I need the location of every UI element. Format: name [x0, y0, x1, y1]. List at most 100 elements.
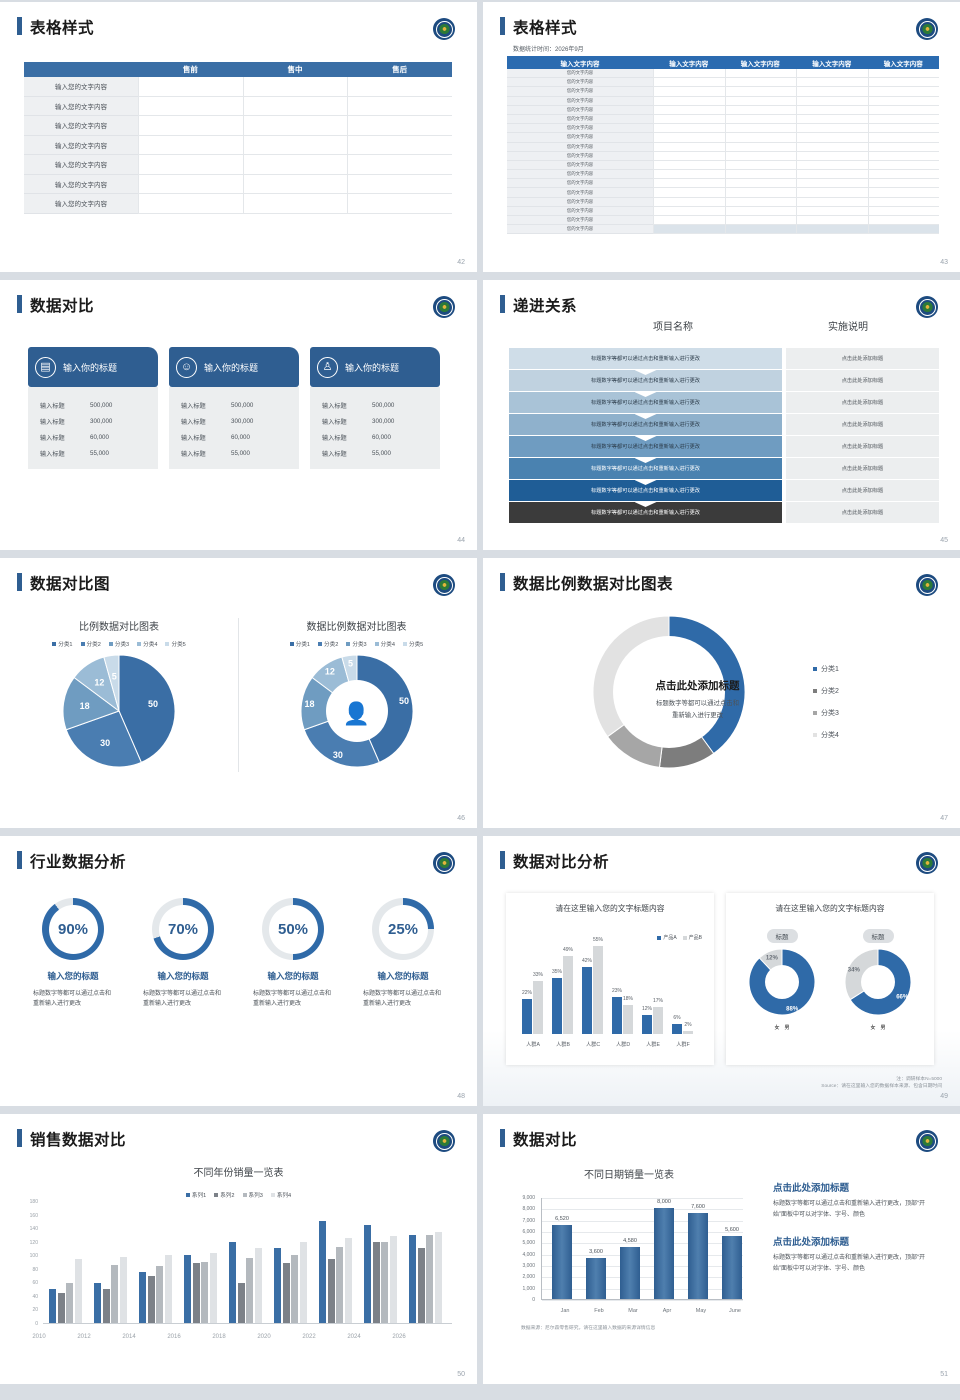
- legend-item[interactable]: 分类1: [813, 664, 839, 674]
- table-cell: [347, 96, 453, 116]
- funnel-row[interactable]: 标题数字等都可以通过点击和重新输入进行更改 点击此处添加标题: [509, 502, 939, 523]
- legend-item[interactable]: 女: [870, 1024, 875, 1031]
- page-title: 行业数据分析: [30, 854, 127, 871]
- legend-item[interactable]: 系列3: [242, 1191, 263, 1199]
- legend-item[interactable]: 分类5: [165, 640, 186, 648]
- bar: [102, 1289, 110, 1323]
- legend-item[interactable]: 分类2: [318, 640, 338, 648]
- funnel-desc: 点击此处添加标题: [786, 392, 939, 413]
- funnel-row[interactable]: 标题数字等都可以通过点击和重新输入进行更改 点击此处添加标题: [509, 458, 939, 479]
- gridline: [542, 1277, 743, 1279]
- slide-48[interactable]: 行业数据分析 90% 输入您的标题 标题数字等都可以通过点击和重新输入进行更改 70%…: [0, 836, 477, 1106]
- row-value: 300,000: [372, 417, 395, 425]
- funnel-step[interactable]: 标题数字等都可以通过点击和重新输入进行更改: [509, 502, 782, 523]
- row-label: 您的文字内容: [507, 124, 653, 134]
- legend-item[interactable]: 女: [774, 1024, 779, 1031]
- bar: [156, 1266, 163, 1323]
- table-cell: [867, 151, 939, 161]
- bar: 12%: [642, 1006, 652, 1034]
- legend-item[interactable]: 分类4: [813, 730, 839, 740]
- slide-45[interactable]: 递进关系 项目名称 实施说明 标题数字等都可以通过点击和重新输入进行更改 点击此处…: [483, 280, 960, 550]
- page-title: 销售数据对比: [30, 1132, 127, 1149]
- table-row: 您的文字内容: [507, 225, 939, 235]
- data-card[interactable]: ☺ 输入你的标题 输入标题 500,000 输入标题 300,000 输入标题 60,000 输…: [169, 347, 299, 469]
- legend-item[interactable]: 产品B: [682, 934, 702, 941]
- slide-44[interactable]: 数据对比 ▤ 输入你的标题 输入标题 500,000 输入标题 300,000 输入标题 60…: [0, 280, 477, 550]
- funnel-step[interactable]: 标题数字等都可以通过点击和重新输入进行更改: [509, 414, 782, 435]
- gauge-card[interactable]: 90% 输入您的标题 标题数字等都可以通过点击和重新输入进行更改: [18, 898, 128, 1010]
- funnel-row[interactable]: 标题数字等都可以通过点击和重新输入进行更改 点击此处添加标题: [509, 414, 939, 435]
- data-card[interactable]: ▤ 输入你的标题 输入标题 500,000 输入标题 300,000 输入标题 60,000 输…: [28, 347, 158, 469]
- slide-43[interactable]: 表格样式 数据统计时间：2026年9月 输入文字内容 输入文字内容 输入文字内容…: [483, 2, 960, 272]
- table-cell: [867, 78, 939, 88]
- legend-item[interactable]: 分类4: [374, 640, 395, 648]
- funnel-step[interactable]: 标题数字等都可以通过点击和重新输入进行更改: [509, 458, 782, 479]
- funnel-row[interactable]: 标题数字等都可以通过点击和重新输入进行更改 点击此处添加标题: [509, 480, 939, 501]
- bar-chart: 0 1,000 2,000 3,000 4,000 5,000 6,000 7,000 8,00…: [509, 1194, 749, 1316]
- legend-item[interactable]: 分类2: [80, 640, 101, 648]
- slide-51[interactable]: 数据对比 不同日期销量一览表 0 1,000 2,000 3,000 4,000 5,00…: [483, 1114, 960, 1384]
- card-row: 输入标题 500,000: [169, 397, 299, 413]
- bar-group: 12% 17%: [642, 998, 663, 1034]
- table-row: 您的文字内容: [507, 105, 939, 115]
- row-label: 输入您的文字内容: [24, 194, 138, 214]
- card-row: 输入标题 60,000: [28, 429, 158, 445]
- legend-swatch: [242, 1193, 247, 1197]
- chart-legend: 分类1 分类2 分类3 分类4: [813, 664, 839, 752]
- legend-item[interactable]: 系列4: [270, 1191, 291, 1199]
- table-cell: [653, 87, 725, 97]
- row-label: 输入标题: [322, 450, 347, 458]
- funnel-step[interactable]: 标题数字等都可以通过点击和重新输入进行更改: [509, 370, 782, 391]
- bar-value-label: 33%: [532, 972, 544, 979]
- legend-item[interactable]: 系列2: [214, 1191, 235, 1199]
- pie-slice-label: 12: [94, 677, 104, 687]
- pie-slice-label: 5: [112, 672, 117, 682]
- gauge-label: 输入您的标题: [47, 971, 99, 981]
- funnel-row[interactable]: 标题数字等都可以通过点击和重新输入进行更改 点击此处添加标题: [509, 348, 939, 369]
- pie-chart-block: 比例数据对比图表 分类1 分类2 分类3 分类4 分类5 50 30 18 12 5: [8, 618, 230, 772]
- funnel-step[interactable]: 标题数字等都可以通过点击和重新输入进行更改: [509, 480, 782, 501]
- bar: [201, 1262, 208, 1323]
- legend-item[interactable]: 男: [785, 1024, 790, 1031]
- bar: [336, 1247, 343, 1323]
- gauge-card[interactable]: 50% 输入您的标题 标题数字等都可以通过点击和重新输入进行更改: [238, 898, 348, 1010]
- table-cell: [796, 96, 868, 106]
- row-label: 输入标题: [40, 434, 65, 442]
- funnel-step[interactable]: 标题数字等都可以通过点击和重新输入进行更改: [509, 348, 782, 369]
- table-row: 您的文字内容: [507, 78, 939, 88]
- slide-42[interactable]: 表格样式 售前 售中 售后 输入您的文字内容 输入您的文字内容 输入您的文字内容 输入…: [0, 2, 477, 272]
- funnel-row[interactable]: 标题数字等都可以通过点击和重新输入进行更改 点击此处添加标题: [509, 370, 939, 391]
- legend-item[interactable]: 分类1: [289, 640, 310, 648]
- slide-47[interactable]: 数据比例数据对比图表 点击此处添加标题 标题数字等都可以通过点击和 重新输入进行…: [483, 558, 960, 828]
- bar: [237, 1283, 245, 1323]
- legend-item[interactable]: 分类1: [52, 640, 73, 648]
- legend-item[interactable]: 分类2: [813, 686, 839, 696]
- gauge-card[interactable]: 70% 输入您的标题 标题数字等都可以通过点击和重新输入进行更改: [128, 898, 238, 1010]
- table-42: 售前 售中 售后 输入您的文字内容 输入您的文字内容 输入您的文字内容 输入您的文字内…: [24, 62, 453, 214]
- gauge-desc: 标题数字等都可以通过点击和重新输入进行更改: [33, 991, 112, 1007]
- legend-item[interactable]: 男: [881, 1024, 886, 1031]
- gauge-card[interactable]: 25% 输入您的标题 标题数字等都可以通过点击和重新输入进行更改: [348, 898, 458, 1010]
- funnel-step[interactable]: 标题数字等都可以通过点击和重新输入进行更改: [509, 392, 782, 413]
- legend-item[interactable]: 分类3: [108, 640, 129, 648]
- legend-item[interactable]: 分类3: [346, 640, 367, 648]
- funnel-row[interactable]: 标题数字等都可以通过点击和重新输入进行更改 点击此处添加标题: [509, 436, 939, 457]
- funnel-step[interactable]: 标题数字等都可以通过点击和重新输入进行更改: [509, 436, 782, 457]
- bar-value-label: 22%: [521, 989, 533, 996]
- table-cell: [796, 170, 868, 180]
- slide-46[interactable]: 数据对比图 比例数据对比图表 分类1 分类2 分类3 分类4 分类5 50 30 18 12 5…: [0, 558, 477, 828]
- legend-item[interactable]: 分类3: [813, 708, 839, 718]
- data-card[interactable]: ♙ 输入你的标题 输入标题 500,000 输入标题 300,000 输入标题 60,000 输…: [310, 347, 440, 469]
- legend-item[interactable]: 分类5: [402, 640, 423, 648]
- slide-50[interactable]: 销售数据对比 不同年份销量一览表 系列1 系列2 系列3 系列4 0 20 40 60 80 1…: [0, 1114, 477, 1384]
- legend-item[interactable]: 分类4: [137, 640, 157, 648]
- pie-slice-label: 34%: [848, 968, 861, 974]
- legend-item[interactable]: 系列1: [185, 1191, 206, 1199]
- table-cell: [242, 194, 348, 214]
- legend-item[interactable]: 产品A: [657, 934, 677, 941]
- bar: 3,600: [586, 1249, 606, 1299]
- legend-swatch: [165, 642, 170, 646]
- funnel-row[interactable]: 标题数字等都可以通过点击和重新输入进行更改 点击此处添加标题: [509, 392, 939, 413]
- slide-49[interactable]: 数据对比分析 请在这里输入您的文字标题内容 产品A 产品B 22% 33% 人群A 35…: [483, 836, 960, 1106]
- table-row: 您的文字内容: [507, 170, 939, 180]
